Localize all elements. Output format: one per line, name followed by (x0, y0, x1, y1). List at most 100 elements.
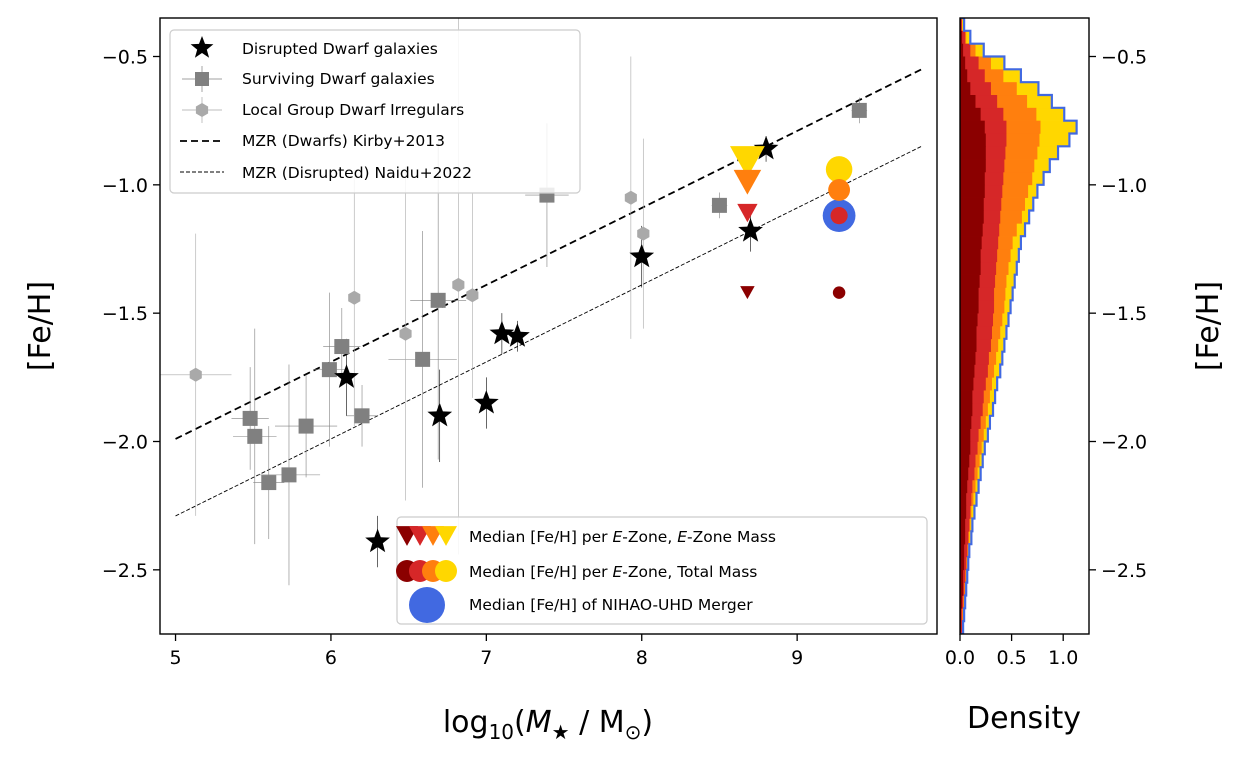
legend-label-total-mass: Median [Fe/H] per E-Zone, Total Mass (469, 563, 757, 581)
y-tick-label: −2.5 (102, 560, 148, 582)
disrupted-dwarf-point (629, 243, 655, 268)
side-x-tick-label: 0.0 (945, 647, 975, 669)
histogram-bar (960, 313, 978, 327)
histogram-bar (960, 56, 966, 70)
dwarf-irregular-point (637, 226, 650, 241)
histogram-bar (960, 441, 971, 455)
histogram-bar (960, 454, 970, 468)
histogram-bar (960, 300, 979, 314)
x-tick-label: 7 (480, 647, 492, 669)
histogram-total-outline (960, 18, 1078, 634)
legend-upper-frame (169, 29, 581, 194)
histogram-bar (960, 287, 979, 301)
legend-label-merger: Median [Fe/H] of NIHAO-UHD Merger (469, 596, 753, 614)
legend-label-mzr-kirby: MZR (Dwarfs) Kirby+2013 (242, 132, 445, 150)
disrupted-dwarf-point (489, 320, 515, 345)
legend-square-icon (195, 72, 209, 86)
histogram-bar (960, 107, 981, 121)
side-y-tick-label: −1.5 (1101, 303, 1147, 325)
dwarf-irregular-point (348, 290, 361, 305)
legend-merger-circle-icon (409, 587, 445, 623)
disrupted-dwarf-point (753, 135, 779, 160)
legend-label-mzr-naidu: MZR (Disrupted) Naidu+2022 (242, 164, 472, 182)
histogram-bar (960, 351, 976, 365)
disrupted-dwarf-point (505, 323, 530, 347)
surviving-dwarf-point (261, 475, 277, 491)
histogram-bar (960, 43, 964, 57)
ezone-mass-triangle (730, 146, 765, 178)
surviving-dwarf-point (321, 362, 337, 378)
histogram-bar (960, 274, 980, 288)
x-tick-label: 9 (791, 647, 803, 669)
histogram-bar (960, 172, 985, 186)
legend-star-icon (190, 36, 214, 58)
histogram-bar (960, 133, 986, 147)
histogram-bar (960, 403, 973, 417)
dwarf-irregular-point (466, 288, 479, 303)
surviving-dwarf-point (281, 467, 297, 483)
histogram-bar (960, 210, 984, 224)
dwarf-irregular-point (624, 190, 637, 205)
histogram-bar (960, 582, 964, 596)
side-x-tick-label: 1.0 (1048, 647, 1078, 669)
ezone-mass-triangle (740, 286, 755, 300)
mzr-naidu-line (175, 145, 922, 517)
legend-triangle-icon (435, 526, 457, 546)
side-y-tick-label: −2.0 (1101, 432, 1147, 454)
ezone-total-mass-circle (825, 156, 853, 183)
surviving-dwarf-point (711, 197, 727, 213)
ezone-mass-triangle (733, 169, 762, 195)
mzr-kirby-line (175, 68, 922, 440)
histogram-bar (960, 480, 968, 494)
ezone-total-mass-circle (832, 286, 846, 299)
side-x-axis-label: Density (967, 701, 1081, 736)
ezone-total-mass-circle (830, 207, 848, 225)
histogram-bar (960, 184, 985, 198)
histogram-bar (960, 531, 966, 545)
histogram-bar (960, 595, 963, 609)
surviving-dwarf-point (851, 102, 867, 118)
histogram-bar (960, 569, 964, 583)
x-tick-label: 5 (169, 647, 181, 669)
histogram-bar (960, 261, 981, 275)
side-y-tick-label: −2.5 (1101, 560, 1147, 582)
surviving-dwarf-point (354, 408, 370, 424)
histogram-bar (960, 197, 984, 211)
x-axis-label: log10(M★ / M⊙) (443, 705, 653, 744)
dwarf-irregular-point (452, 277, 465, 292)
histogram-bar (960, 43, 971, 57)
histogram-bar (960, 518, 966, 532)
histogram-bar (960, 415, 972, 429)
side-y-tick-label: −0.5 (1101, 47, 1147, 69)
histogram-bar (960, 236, 982, 250)
surviving-dwarf-point (242, 410, 258, 426)
x-tick-label: 8 (636, 647, 648, 669)
histogram-bar (960, 428, 971, 442)
side-y-tick-label: −1.0 (1101, 175, 1147, 197)
histogram-bar (960, 69, 968, 83)
y-tick-label: −1.5 (102, 303, 148, 325)
legend-lower: Median [Fe/H] per E-Zone, E-Zone Mass Me… (396, 516, 928, 625)
histogram-bar (960, 146, 986, 160)
dwarf-irregular-point (189, 367, 202, 382)
disrupted-dwarf-point (738, 218, 763, 242)
surviving-dwarf-point (415, 351, 431, 367)
histogram-bar (960, 364, 975, 378)
ezone-total-mass-circle (828, 179, 851, 201)
histogram-bar (960, 82, 971, 96)
histogram-bar (960, 326, 977, 340)
surviving-dwarf-point (247, 428, 263, 444)
histogram-bar (960, 249, 981, 263)
legend-label-ezone-mass: Median [Fe/H] per E-Zone, E-Zone Mass (469, 528, 776, 546)
surviving-dwarf-point (298, 418, 314, 434)
side-histogram: 0.0 0.5 1.0 −2.5 −2.0 −1.5 −1.0 −0.5 Density [F… (945, 17, 1226, 736)
histogram-bar (960, 338, 977, 352)
main-plot-frame (159, 17, 938, 635)
histogram-bar (960, 223, 983, 237)
y-tick-label: −2.0 (102, 432, 148, 454)
x-tick-label: 6 (325, 647, 337, 669)
histogram-bar (960, 557, 965, 571)
histogram-bar (960, 95, 976, 109)
histogram-bar (960, 159, 986, 173)
surviving-dwarf-point (334, 339, 350, 355)
